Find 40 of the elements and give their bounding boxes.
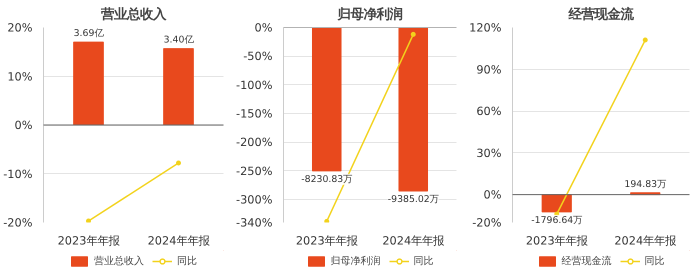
y-tick-label: -300% xyxy=(236,192,273,207)
y-tick-label: -20% xyxy=(472,216,502,230)
chart-title: 归母净利润 xyxy=(336,6,402,22)
y-tick-label: -100% xyxy=(236,78,273,92)
y-tick-label: 30% xyxy=(476,146,502,160)
x-tick-label: 2024年年报 xyxy=(382,234,444,248)
x-tick-label: 2024年年报 xyxy=(614,234,676,248)
legend-label: 经营现金流 xyxy=(562,254,612,268)
x-tick-label: 2023年年报 xyxy=(296,234,358,248)
y-tick-label: 20% xyxy=(7,20,33,34)
legend-label: 营业总收入 xyxy=(94,254,144,268)
y-tick-label: -50% xyxy=(243,49,273,64)
y-tick-label: -150% xyxy=(236,106,273,121)
legend-label: 同比 xyxy=(644,254,664,268)
data-label: -1796.64万 xyxy=(531,214,582,226)
data-label: 3.40亿 xyxy=(164,34,194,46)
y-tick-label: 120% xyxy=(469,20,502,34)
data-label: -8230.83万 xyxy=(301,174,352,185)
chart-title: 经营现金流 xyxy=(568,6,634,22)
y-tick-label: -10% xyxy=(3,166,33,181)
y-tick-label: -20% xyxy=(3,216,33,230)
data-label: 194.83万 xyxy=(624,178,666,190)
x-tick-label: 2023年年报 xyxy=(526,234,588,248)
y-tick-label: 10% xyxy=(7,69,33,84)
y-tick-label: -200% xyxy=(236,135,273,150)
y-tick-label: 0% xyxy=(14,118,33,132)
data-label: -9385.02万 xyxy=(388,194,439,206)
y-tick-label: 60% xyxy=(476,104,502,118)
legend-label: 同比 xyxy=(414,254,434,268)
chart-title: 营业总收入 xyxy=(100,6,167,22)
legend-label: 归母净利润 xyxy=(330,254,380,268)
data-label: 3.69亿 xyxy=(74,28,104,40)
y-tick-label: 0% xyxy=(484,188,502,202)
x-tick-label: 2023年年报 xyxy=(58,234,120,248)
x-tick-label: 2024年年报 xyxy=(148,234,210,248)
y-tick-label: 0% xyxy=(254,20,273,34)
y-tick-label: -250% xyxy=(236,164,273,178)
y-tick-label: -340% xyxy=(236,216,273,230)
legend-label: 同比 xyxy=(177,254,197,268)
y-tick-label: 90% xyxy=(476,62,502,76)
